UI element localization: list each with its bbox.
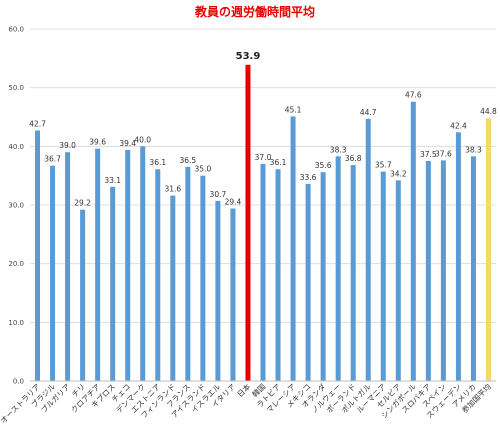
data-label: 39.0 (59, 141, 76, 150)
bar (335, 156, 341, 381)
bar (305, 183, 311, 381)
data-label: 36.1 (149, 158, 166, 167)
bar (200, 175, 206, 381)
bar (65, 152, 71, 381)
bar (230, 208, 236, 381)
data-label: 33.6 (300, 173, 317, 182)
data-label: 44.7 (360, 108, 377, 117)
bar (350, 165, 356, 381)
data-label: 36.1 (270, 158, 287, 167)
bar (80, 209, 86, 381)
x-tick-label: 日本 (235, 381, 253, 399)
bar (155, 169, 161, 381)
data-label: 36.7 (44, 155, 61, 164)
bar (290, 116, 296, 381)
bars (35, 64, 491, 381)
bar (455, 132, 461, 381)
bar (380, 171, 386, 381)
chart-title: 教員の週労働時間平均 (194, 4, 315, 19)
data-label: 37.6 (435, 149, 452, 158)
bar (425, 161, 431, 381)
data-label: 31.6 (164, 185, 181, 194)
y-tick-label: 30.0 (8, 202, 24, 210)
data-label: 35.0 (195, 165, 212, 174)
y-tick-label: 0.0 (13, 378, 24, 386)
y-tick-label: 20.0 (8, 260, 24, 268)
data-label: 40.0 (134, 135, 151, 144)
data-label: 38.3 (330, 145, 347, 154)
bar (440, 160, 446, 381)
bar (185, 166, 191, 381)
bar (35, 130, 41, 381)
y-tick-label: 40.0 (8, 143, 24, 151)
bar (365, 118, 371, 381)
data-label: 34.2 (390, 169, 407, 178)
bar (485, 118, 491, 381)
data-label: 47.6 (405, 91, 422, 100)
bar (320, 172, 326, 381)
data-label: 29.4 (225, 198, 242, 207)
bar (410, 101, 416, 381)
bar (395, 180, 401, 381)
data-label: 29.2 (74, 199, 91, 208)
data-label: 37.5 (420, 150, 437, 159)
data-label: 39.4 (119, 139, 136, 148)
bar (95, 148, 101, 381)
data-label: 42.4 (450, 121, 467, 130)
y-tick-label: 60.0 (8, 26, 24, 34)
data-label: 39.6 (89, 138, 106, 147)
bar (470, 156, 476, 381)
data-label: 35.6 (315, 161, 332, 170)
data-label: 37.0 (255, 153, 272, 162)
bar (275, 169, 281, 381)
bar (140, 146, 146, 381)
y-axis-ticks: 0.0 10.0 20.0 30.0 40.0 50.0 60.0 (8, 26, 24, 386)
bar (50, 165, 56, 381)
y-tick-label: 50.0 (8, 84, 24, 92)
data-label: 44.8 (480, 107, 497, 116)
bar (245, 64, 251, 381)
data-labels: 42.7 36.7 39.0 29.2 39.6 33.1 39.440.0 36.1 31.6… (29, 51, 497, 208)
data-label: 35.7 (375, 161, 392, 170)
data-label: 36.8 (345, 154, 362, 163)
data-label: 38.3 (465, 145, 482, 154)
x-axis-labels: オーストラリアブラジルブルガリアチリクロアチアキプロスチェコデンマークエストニア… (0, 381, 493, 425)
bar (215, 200, 221, 381)
data-label: 45.1 (285, 105, 302, 114)
y-tick-label: 10.0 (8, 319, 24, 327)
bar (170, 195, 176, 381)
data-label: 53.9 (236, 51, 261, 62)
bar (125, 149, 131, 381)
bar (110, 186, 116, 381)
data-label: 33.1 (104, 176, 121, 185)
data-label: 30.7 (210, 190, 227, 199)
data-label: 36.5 (179, 156, 196, 165)
bar (260, 163, 266, 381)
data-label: 42.7 (29, 119, 46, 128)
